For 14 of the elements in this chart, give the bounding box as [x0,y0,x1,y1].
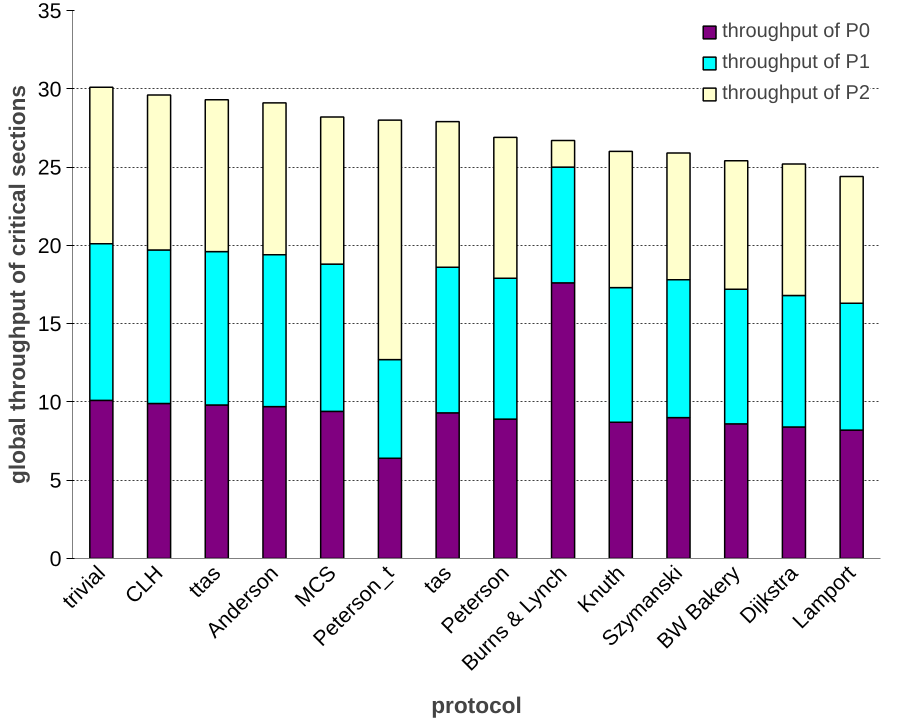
y-tick-label: 35 [38,0,62,23]
y-tick-label: 30 [38,77,62,102]
legend-label: throughput of P0 [722,20,870,43]
legend-label: throughput of P1 [722,51,870,74]
y-tick-label: 25 [38,156,62,180]
y-tick-label: 10 [38,390,62,414]
y-tick-label: 5 [50,468,62,493]
legend-label: throughput of P2 [722,82,870,105]
x-axis-title: protocol [431,692,522,718]
y-axis-title: global throughput of critical sections [4,84,30,484]
y-tick-label: 0 [50,547,62,571]
y-tick-label: 15 [38,312,62,336]
x-tick-label: CLH [120,561,168,608]
y-tick-label: 20 [38,234,62,258]
